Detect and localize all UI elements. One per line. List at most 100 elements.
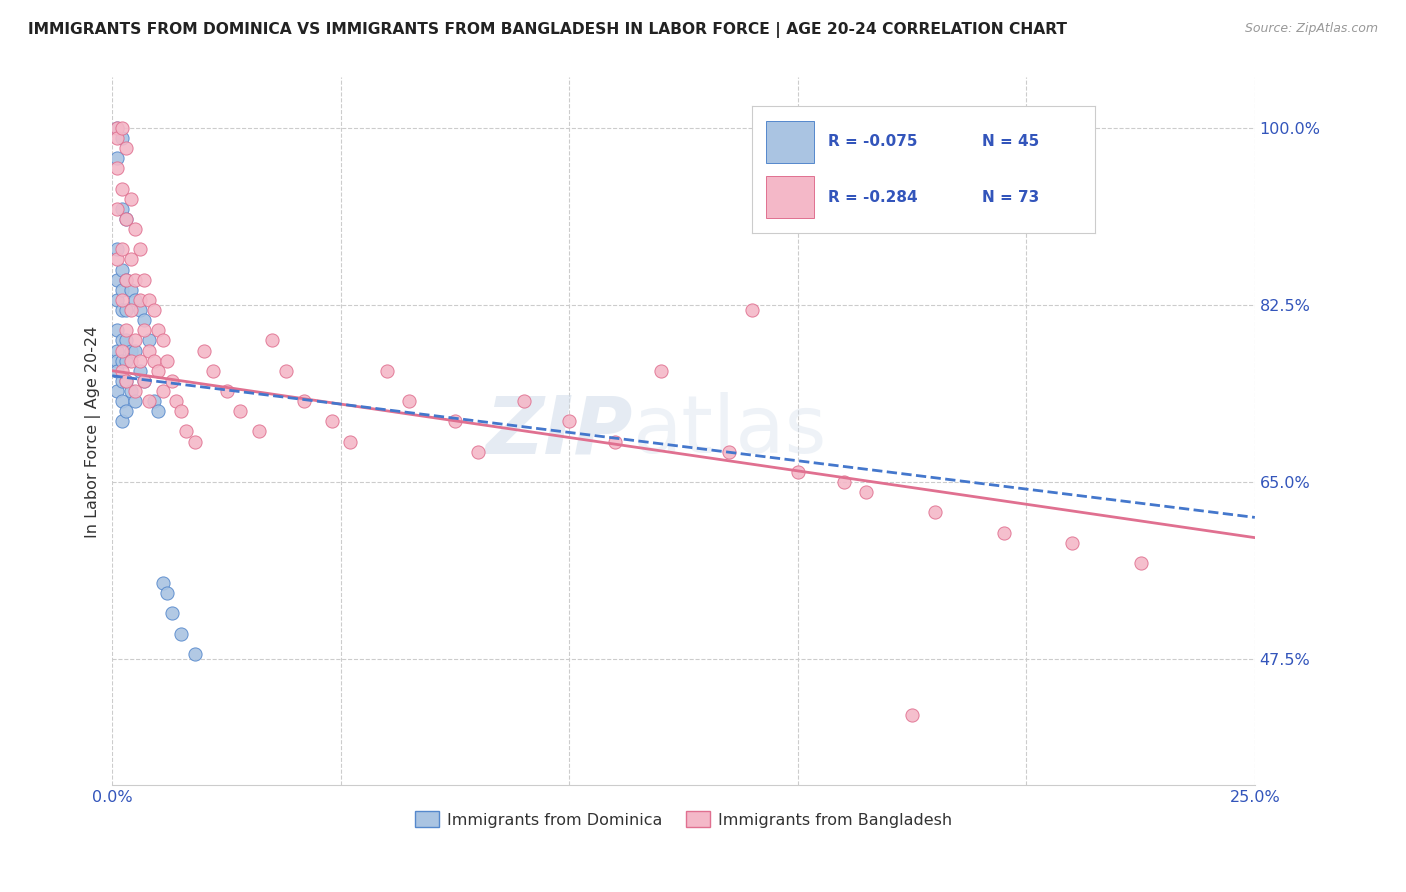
Point — [134, 323, 156, 337]
Text: atlas: atlas — [633, 392, 827, 470]
Point — [115, 141, 138, 155]
Point — [105, 252, 128, 267]
Point — [603, 434, 626, 449]
Point — [105, 121, 128, 136]
Point — [1129, 556, 1152, 570]
Point — [110, 262, 132, 277]
Point — [115, 374, 138, 388]
Point — [105, 152, 128, 166]
Point — [134, 273, 156, 287]
Point — [105, 243, 128, 257]
Point — [229, 404, 252, 418]
Point — [110, 283, 132, 297]
Point — [128, 293, 150, 307]
Point — [142, 353, 165, 368]
Text: IMMIGRANTS FROM DOMINICA VS IMMIGRANTS FROM BANGLADESH IN LABOR FORCE | AGE 20-2: IMMIGRANTS FROM DOMINICA VS IMMIGRANTS F… — [28, 22, 1067, 38]
Point — [152, 576, 174, 591]
Point — [124, 394, 146, 409]
Point — [160, 374, 183, 388]
Point — [120, 353, 142, 368]
Point — [115, 212, 138, 227]
Point — [105, 293, 128, 307]
Point — [650, 364, 672, 378]
Point — [124, 222, 146, 236]
Point — [128, 303, 150, 318]
Point — [110, 394, 132, 409]
Point — [124, 334, 146, 348]
Point — [105, 353, 128, 368]
Point — [128, 243, 150, 257]
Point — [120, 192, 142, 206]
Point — [170, 404, 193, 418]
Point — [993, 525, 1015, 540]
Point — [115, 273, 138, 287]
Point — [115, 334, 138, 348]
Point — [120, 303, 142, 318]
Text: ZIP: ZIP — [485, 392, 633, 470]
Point — [110, 202, 132, 216]
Point — [134, 313, 156, 327]
Point — [398, 394, 420, 409]
Point — [105, 343, 128, 358]
Point — [152, 334, 174, 348]
Point — [105, 323, 128, 337]
Point — [142, 303, 165, 318]
Point — [134, 374, 156, 388]
Point — [124, 293, 146, 307]
Point — [124, 384, 146, 398]
Point — [146, 364, 169, 378]
Text: Source: ZipAtlas.com: Source: ZipAtlas.com — [1244, 22, 1378, 36]
Point — [128, 364, 150, 378]
Point — [115, 273, 138, 287]
Point — [128, 353, 150, 368]
Point — [110, 414, 132, 428]
Point — [115, 303, 138, 318]
Point — [115, 353, 138, 368]
Point — [215, 384, 238, 398]
Point — [901, 707, 924, 722]
Point — [110, 334, 132, 348]
Point — [120, 343, 142, 358]
Point — [467, 444, 489, 458]
Point — [165, 394, 187, 409]
Point — [321, 414, 343, 428]
Point — [105, 364, 128, 378]
Point — [558, 414, 581, 428]
Point — [146, 404, 169, 418]
Point — [110, 303, 132, 318]
Point — [160, 607, 183, 621]
Point — [174, 425, 197, 439]
Y-axis label: In Labor Force | Age 20-24: In Labor Force | Age 20-24 — [86, 326, 101, 538]
Point — [110, 353, 132, 368]
Point — [124, 343, 146, 358]
Point — [146, 323, 169, 337]
Point — [115, 374, 138, 388]
Point — [444, 414, 467, 428]
Point — [170, 626, 193, 640]
Point — [152, 384, 174, 398]
Point — [292, 394, 315, 409]
Point — [183, 434, 205, 449]
Point — [110, 131, 132, 145]
Point — [115, 212, 138, 227]
Point — [105, 273, 128, 287]
Point — [120, 252, 142, 267]
Point — [138, 394, 160, 409]
Point — [110, 374, 132, 388]
Point — [375, 364, 398, 378]
Point — [832, 475, 855, 489]
Point — [138, 343, 160, 358]
Point — [115, 323, 138, 337]
Point — [1060, 535, 1083, 549]
Point — [120, 384, 142, 398]
Point — [120, 283, 142, 297]
Point — [247, 425, 270, 439]
Point — [110, 364, 132, 378]
Point — [262, 334, 284, 348]
Point — [105, 161, 128, 176]
Point — [183, 647, 205, 661]
Point — [115, 404, 138, 418]
Point — [105, 121, 128, 136]
Point — [110, 343, 132, 358]
Point — [142, 394, 165, 409]
